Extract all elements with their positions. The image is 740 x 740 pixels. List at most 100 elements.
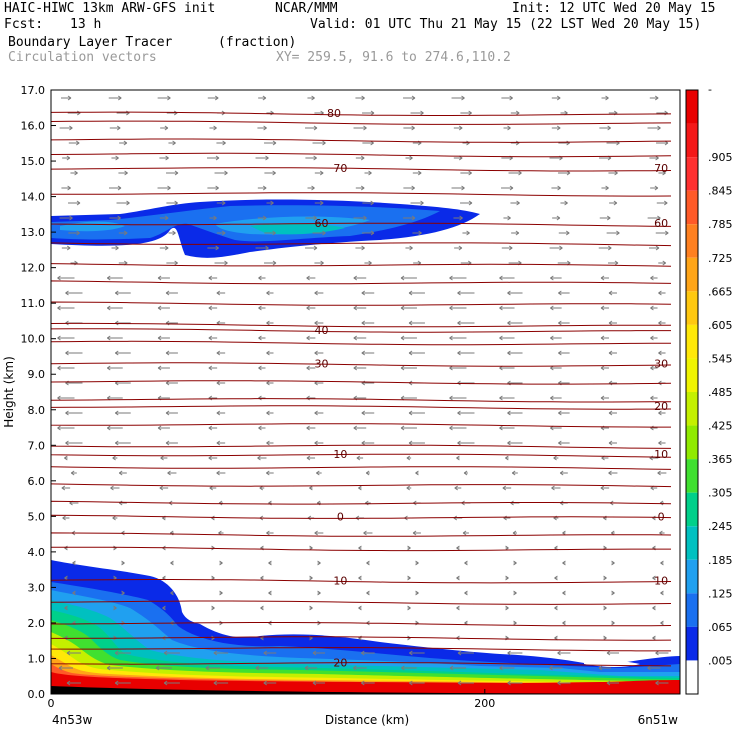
vector-arrowhead xyxy=(605,185,609,191)
colorbar-swatch xyxy=(686,392,698,426)
vector-arrowhead xyxy=(213,125,217,131)
vector-arrowhead xyxy=(213,680,218,686)
vector-arrowhead xyxy=(557,650,561,656)
vector-arrowhead xyxy=(401,665,405,671)
temperature-isoline xyxy=(51,622,672,627)
vector-arrowhead xyxy=(215,245,219,251)
vector-arrowhead xyxy=(511,470,516,476)
temperature-isoline xyxy=(51,167,672,172)
vector-arrowhead xyxy=(67,185,71,191)
vector-arrowhead xyxy=(258,335,262,341)
vector-arrowhead xyxy=(306,365,310,371)
vector-arrowhead xyxy=(499,425,503,431)
vector-arrowhead xyxy=(353,425,358,431)
vector-arrowhead xyxy=(262,95,267,101)
temperature-isoline xyxy=(51,362,672,367)
vector-arrowhead xyxy=(58,665,63,671)
vector-arrowhead xyxy=(260,575,264,581)
vector-arrowhead xyxy=(658,290,662,296)
vector-arrowhead xyxy=(457,350,461,356)
isoline-label: 10 xyxy=(654,574,668,587)
vector-arrowhead xyxy=(614,260,619,266)
isoline-label: 10 xyxy=(333,574,347,587)
vector-arrowhead xyxy=(121,560,125,566)
vector-arrowhead xyxy=(550,335,554,341)
vector-arrowhead xyxy=(57,425,61,431)
vector-arrowhead xyxy=(420,110,424,116)
vector-arrowhead xyxy=(106,335,111,341)
vector-arrowhead xyxy=(266,470,270,476)
y-tick-label: 10.0 xyxy=(21,333,46,346)
colorbar-label: .905 xyxy=(708,151,733,164)
vector-arrowhead xyxy=(412,530,417,536)
vector-arrowhead xyxy=(262,215,267,221)
vector-arrowhead xyxy=(164,215,169,221)
vector-arrowhead xyxy=(507,350,511,356)
vector-arrowhead xyxy=(600,305,605,311)
vector-arrowhead xyxy=(309,575,313,581)
temperature-isoline xyxy=(51,398,672,403)
vector-arrowhead xyxy=(314,350,318,356)
x-tick-label: 200 xyxy=(474,697,495,710)
vector-arrowhead xyxy=(106,275,111,281)
vector-arrowhead xyxy=(69,125,73,131)
y-tick-label: 3.0 xyxy=(28,581,46,594)
vector-arrowhead xyxy=(558,350,562,356)
vector-arrowhead xyxy=(457,440,461,446)
forecast-hour: 13 h xyxy=(70,17,102,32)
vector-arrowhead xyxy=(608,290,613,296)
vector-arrowhead xyxy=(258,365,262,371)
vector-arrowhead xyxy=(411,95,416,101)
vector-arrowhead xyxy=(658,410,662,416)
y-tick-label: 4.0 xyxy=(28,546,46,559)
vector-arrowhead xyxy=(468,200,473,206)
vector-arrowhead xyxy=(598,665,603,671)
vector-arrowhead xyxy=(554,575,558,581)
vector-arrowhead xyxy=(409,680,413,686)
colorbar-swatch xyxy=(686,559,698,594)
vector-arrowhead xyxy=(499,335,503,341)
vector-arrowhead xyxy=(499,305,503,311)
vector-arrowhead xyxy=(458,245,463,251)
temperature-isoline xyxy=(51,600,672,605)
colorbar-label: .245 xyxy=(708,520,733,533)
vector-arrowhead xyxy=(65,440,69,446)
vector-arrowhead xyxy=(66,680,71,686)
vector-arrowhead xyxy=(600,395,605,401)
vector-arrowhead xyxy=(266,410,270,416)
vector-arrowhead xyxy=(662,170,666,176)
vector-arrowhead xyxy=(266,440,270,446)
vector-arrowhead xyxy=(215,185,219,191)
vector-arrowhead xyxy=(361,440,366,446)
vector-arrowhead xyxy=(550,275,554,281)
vector-arrowhead xyxy=(174,200,178,206)
vector-arrowhead xyxy=(407,545,411,551)
vector-arrowhead xyxy=(213,215,217,221)
vector-arrowhead xyxy=(353,665,357,671)
colorbar-label: - xyxy=(708,83,712,96)
colorbar-label: .605 xyxy=(708,319,733,332)
vector-arrowhead xyxy=(353,305,358,311)
vector-arrowhead xyxy=(557,680,561,686)
vector-arrowhead xyxy=(260,605,264,611)
vector-arrowhead xyxy=(449,305,453,311)
vector-arrowhead xyxy=(515,230,520,236)
vector-arrowhead xyxy=(508,245,513,251)
colorbar-swatch xyxy=(686,358,698,392)
vector-arrowhead xyxy=(165,155,169,161)
vector-arrowhead xyxy=(358,485,362,491)
vector-arrowhead xyxy=(361,320,366,326)
vector-arrowhead xyxy=(268,590,272,596)
vector-arrowhead xyxy=(322,230,326,236)
vector-arrowhead xyxy=(608,470,612,476)
vector-arrowhead xyxy=(208,455,213,461)
vector-arrowhead xyxy=(608,320,613,326)
vector-arrowhead xyxy=(361,650,365,656)
y-tick-label: 0.0 xyxy=(28,688,46,701)
temperature-isoline xyxy=(51,453,672,458)
vector-arrowhead xyxy=(611,590,615,596)
vector-arrowhead xyxy=(224,260,228,266)
colorbar-label: .185 xyxy=(708,554,733,567)
vector-arrowhead xyxy=(160,455,164,461)
